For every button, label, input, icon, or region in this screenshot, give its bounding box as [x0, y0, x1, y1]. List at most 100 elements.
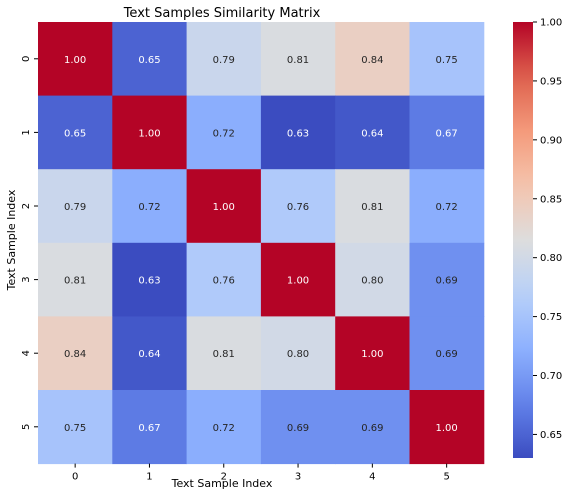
heatmap-cell-0-2: [186, 22, 262, 97]
heatmap-cell-1-2: [186, 95, 262, 170]
cell-value-label: 0.79: [64, 202, 86, 213]
colorbar: 0.65 0.70 0.75 0.80 0.85 0.90 0.95 1.00: [513, 18, 562, 458]
x-tick-label: 4: [369, 472, 375, 483]
x-axis-label: Text Sample Index: [171, 477, 273, 490]
cell-value-label: 0.65: [64, 128, 86, 139]
cell-value-label: 0.80: [361, 276, 383, 287]
heatmap-cell-5-1: [112, 390, 188, 465]
x-tick-label: 3: [295, 472, 301, 483]
y-tick-label: 3: [21, 276, 32, 282]
cell-value-label: 1.00: [287, 276, 309, 287]
cell-value-label: 0.63: [287, 128, 309, 139]
colorbar-tick-label: 0.75: [540, 312, 562, 323]
y-tick-label: 0: [21, 56, 32, 62]
heatmap-cell-4-0: [38, 316, 113, 391]
colorbar-tick-label: 0.65: [540, 430, 562, 441]
heatmap-cell-0-4: [335, 22, 410, 97]
cell-value-label: 0.65: [138, 55, 160, 66]
heatmap-cell-3-5: [409, 242, 485, 317]
cell-value-label: 0.64: [361, 128, 383, 139]
y-tick-label: 1: [21, 129, 32, 135]
y-axis: 0 1 2 3 4 5: [21, 56, 38, 430]
heatmap-cell-3-3: [260, 242, 336, 317]
heatmap-cell-5-5: [409, 390, 485, 465]
heatmap-cell-4-5: [409, 316, 485, 391]
cell-value-label: 0.81: [287, 55, 309, 66]
cell-value-label: 0.76: [287, 202, 309, 213]
x-tick-label: 5: [443, 472, 449, 483]
heatmap-cell-5-0: [38, 390, 113, 465]
heatmap-cell-2-4: [335, 169, 410, 244]
cell-value-label: 1.00: [436, 423, 458, 434]
heatmap-cell-2-5: [409, 169, 485, 244]
heatmap-cell-1-0: [38, 95, 113, 170]
x-axis: 0 1 2 3 4 5: [72, 463, 450, 483]
heatmap-cell-2-1: [112, 169, 188, 244]
cell-value-label: 0.81: [64, 276, 86, 287]
cell-value-label: 0.69: [287, 423, 309, 434]
cell-value-label: 0.72: [213, 128, 235, 139]
y-tick-label: 2: [21, 203, 32, 209]
y-tick-label: 5: [21, 424, 32, 430]
x-tick-label: 0: [72, 472, 78, 483]
heatmap-cell-5-4: [335, 390, 410, 465]
cell-value-label: 0.72: [138, 202, 160, 213]
chart-title: Text Samples Similarity Matrix: [123, 6, 321, 21]
colorbar-tick-label: 1.00: [540, 18, 562, 29]
heatmap-cell-4-3: [260, 316, 336, 391]
colorbar-tick-label: 0.90: [540, 135, 562, 146]
colorbar-tick-label: 0.80: [540, 253, 562, 264]
cell-value-label: 0.69: [361, 423, 383, 434]
cell-value-label: 0.84: [64, 349, 86, 360]
heatmap-cell-4-1: [112, 316, 188, 391]
cell-value-label: 0.72: [213, 423, 235, 434]
cell-value-label: 1.00: [361, 349, 383, 360]
heatmap-cell-3-4: [335, 242, 410, 317]
heatmap-cell-3-1: [112, 242, 188, 317]
cell-value-label: 0.76: [213, 276, 235, 287]
heatmap-cells: 1.00 0.65 0.79 0.81 0.84 0.75 0.65 1.00 0.72 0.63…: [38, 22, 485, 465]
cell-value-label: 0.80: [287, 349, 309, 360]
heatmap-cell-5-3: [260, 390, 336, 465]
x-tick-label: 2: [221, 472, 227, 483]
colorbar-tick-label: 0.70: [540, 371, 562, 382]
cell-value-label: 0.84: [361, 55, 383, 66]
x-tick-label: 1: [146, 472, 152, 483]
y-axis-label: Text Sample Index: [5, 189, 18, 291]
heatmap-cell-1-4: [335, 95, 410, 170]
heatmap-cell-1-3: [260, 95, 336, 170]
cell-value-label: 1.00: [64, 55, 86, 66]
heatmap-cell-2-3: [260, 169, 336, 244]
cell-value-label: 0.69: [436, 276, 458, 287]
cell-value-label: 0.75: [436, 55, 458, 66]
heatmap-cell-3-2: [186, 242, 262, 317]
cell-value-label: 0.81: [361, 202, 383, 213]
heatmap-cell-0-3: [260, 22, 336, 97]
heatmap-cell-0-0: [38, 22, 113, 97]
cell-value-label: 0.79: [213, 55, 235, 66]
cell-value-label: 0.81: [213, 349, 235, 360]
heatmap-cell-1-5: [409, 95, 485, 170]
colorbar-gradient: [513, 22, 533, 458]
cell-value-label: 0.67: [436, 128, 458, 139]
heatmap-cell-4-2: [186, 316, 262, 391]
cell-value-label: 1.00: [213, 202, 235, 213]
colorbar-tick-label: 0.85: [540, 194, 562, 205]
heatmap-cell-1-1: [112, 95, 188, 170]
cell-value-label: 0.72: [436, 202, 458, 213]
heatmap-cell-2-2: [186, 169, 262, 244]
heatmap-cell-0-1: [112, 22, 188, 97]
heatmap-cell-5-2: [186, 390, 262, 465]
cell-value-label: 0.75: [64, 423, 86, 434]
cell-value-label: 0.69: [436, 349, 458, 360]
heatmap-cell-2-0: [38, 169, 113, 244]
y-tick-label: 4: [21, 350, 32, 356]
heatmap-cell-3-0: [38, 242, 113, 317]
colorbar-tick-label: 0.95: [540, 76, 562, 87]
cell-value-label: 0.63: [138, 276, 160, 287]
heatmap-cell-4-4: [335, 316, 410, 391]
heatmap-cell-0-5: [409, 22, 485, 97]
cell-value-label: 0.64: [138, 349, 160, 360]
cell-value-label: 0.67: [138, 423, 160, 434]
